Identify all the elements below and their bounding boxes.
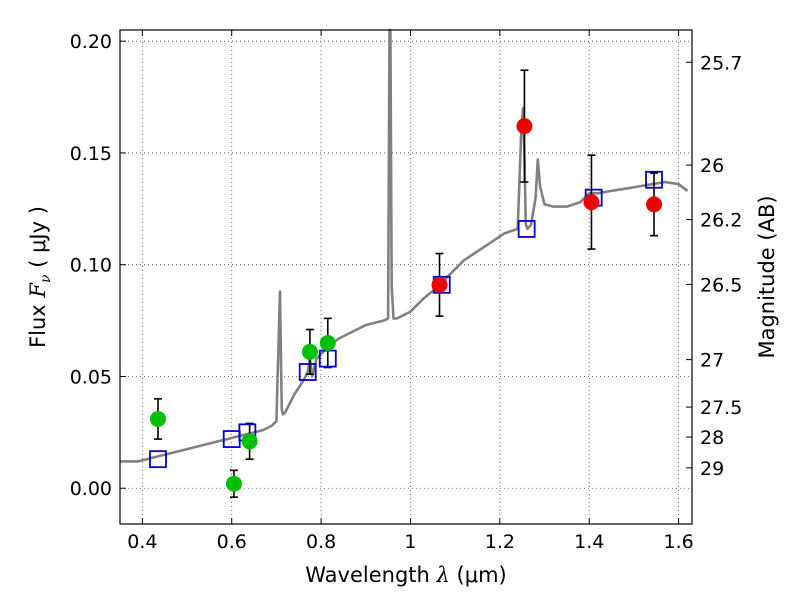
right-tick-label: 29 [700, 458, 724, 480]
model-photometry-square [298, 363, 317, 381]
model-photometry-square [645, 170, 663, 189]
plot-frame [119, 29, 693, 525]
model-photometry-square [517, 220, 536, 238]
x-tick-label: 1.2 [485, 531, 515, 553]
optical-flux-point [241, 433, 258, 450]
right-tick-label: 27.5 [700, 397, 742, 419]
y-axis-label: Flux Fν ( μJy ) [26, 206, 54, 348]
right-tick-label: 28 [700, 427, 724, 449]
axis-ticks: 0.4 0.6 0.8 1 1.2 1.4 1.6 0.00 0.05 0.10 0.15 0.20 2… [70, 30, 742, 553]
right-tick-label: 26.2 [700, 209, 742, 231]
nir-flux-point [646, 196, 663, 213]
y-tick-label: 0.00 [70, 478, 112, 500]
optical-flux-point [149, 410, 166, 427]
right-axis-label: Magnitude (AB) [755, 195, 779, 358]
nir-flux-point [583, 194, 600, 211]
optical-flux-point [319, 334, 336, 351]
y-tick-label: 0.10 [70, 255, 112, 277]
optical-flux-point [301, 343, 318, 360]
y-tick-label: 0.05 [70, 366, 112, 388]
x-tick-label: 1.6 [663, 531, 693, 553]
x-axis-label: Wavelength λ (μm) [305, 563, 506, 587]
nir-flux-point [516, 118, 533, 135]
right-tick-label: 27 [700, 350, 724, 372]
observed-photometry-markers [149, 118, 663, 492]
nir-flux-point [431, 276, 448, 293]
x-tick-label: 0.6 [217, 531, 247, 553]
y-tick-label: 0.15 [70, 143, 112, 165]
x-tick-label: 0.4 [127, 531, 157, 553]
model-photometry-square [149, 450, 167, 469]
right-tick-label: 26 [700, 155, 724, 177]
x-tick-label: 1 [404, 531, 416, 553]
grid [120, 30, 692, 524]
x-tick-label: 1.4 [574, 531, 604, 553]
right-tick-label: 26.5 [700, 274, 742, 296]
y-tick-label: 0.20 [70, 31, 112, 53]
model-sed-curve [120, 28, 689, 463]
model-sed-line [120, 28, 689, 463]
right-tick-label: 25.7 [700, 52, 742, 74]
plot-background [120, 30, 692, 524]
x-tick-label: 0.8 [306, 531, 336, 553]
optical-flux-point [225, 475, 242, 492]
